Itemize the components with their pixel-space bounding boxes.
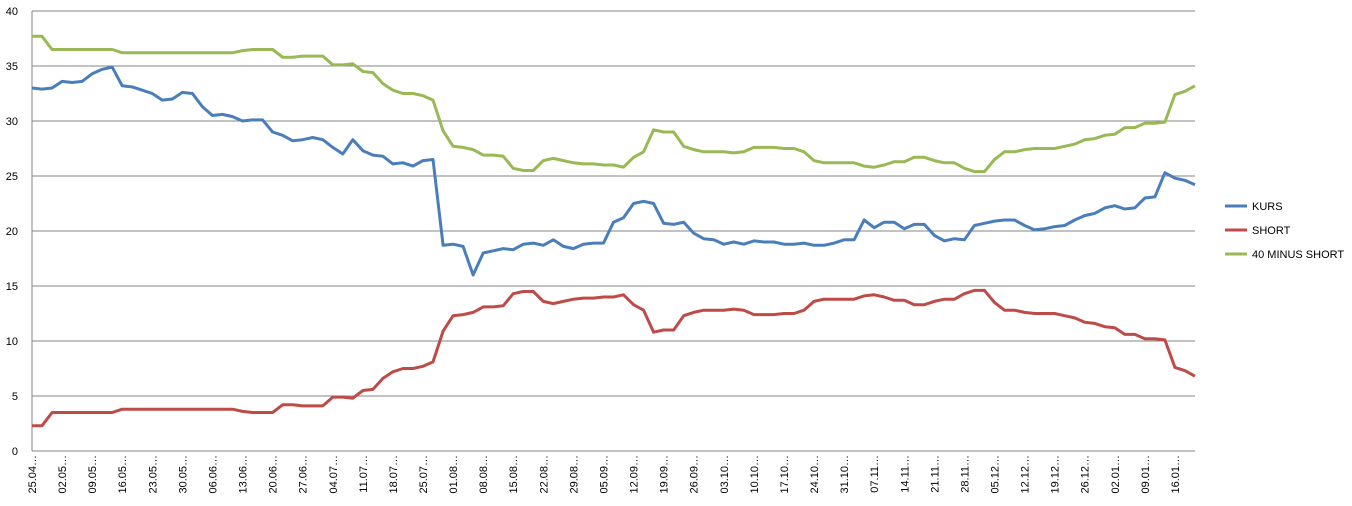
y-tick-label: 10 <box>6 336 18 348</box>
x-tick-label: 19.09… <box>659 455 671 494</box>
y-tick-label: 5 <box>12 391 18 403</box>
x-tick-label: 30.05… <box>177 455 189 494</box>
x-tick-label: 28.11… <box>959 455 971 493</box>
x-tick-label: 27.06… <box>298 455 310 494</box>
y-tick-label: 35 <box>6 61 18 73</box>
x-tick-label: 13.06… <box>238 455 250 494</box>
x-tick-label: 31.10… <box>839 455 851 494</box>
x-tick-label: 02.01… <box>1110 455 1122 494</box>
x-tick-label: 15.08… <box>508 455 520 494</box>
x-tick-label: 03.10… <box>719 455 731 494</box>
series-line <box>32 288 1196 428</box>
series-line <box>32 34 1196 174</box>
x-tick-label: 07.11… <box>869 455 881 493</box>
y-tick-label: 20 <box>6 226 18 238</box>
legend-label: 40 MINUS SHORT <box>1252 249 1344 261</box>
x-tick-label: 19.12… <box>1050 455 1062 494</box>
x-tick-label: 01.08… <box>448 455 460 494</box>
x-tick-label: 25.04… <box>27 455 39 494</box>
x-tick-label: 12.12… <box>1020 455 1032 494</box>
y-tick-label: 15 <box>6 281 18 293</box>
x-tick-label: 26.12… <box>1080 455 1092 494</box>
x-tick-label: 23.05… <box>147 455 159 494</box>
x-tick-label: 09.05… <box>87 455 99 494</box>
series-line <box>31 65 1196 277</box>
x-tick-label: 10.10… <box>749 455 761 494</box>
x-tick-label: 21.11… <box>929 455 941 493</box>
x-tick-label: 08.08… <box>478 455 490 494</box>
x-tick-label: 22.08… <box>538 455 550 494</box>
y-tick-label: 0 <box>12 446 18 458</box>
x-tick-label: 29.08… <box>568 455 580 494</box>
x-tick-label: 14.11… <box>899 455 911 493</box>
y-tick-label: 30 <box>6 116 18 128</box>
x-tick-label: 16.05… <box>117 455 129 494</box>
y-tick-label: 25 <box>6 171 18 183</box>
x-tick-label: 04.07… <box>328 455 340 494</box>
y-tick-label: 40 <box>6 6 18 18</box>
x-tick-label: 09.01… <box>1140 455 1152 494</box>
x-tick-label: 25.07… <box>418 455 430 494</box>
x-tick-label: 18.07… <box>388 455 400 494</box>
x-tick-label: 02.05… <box>57 455 69 494</box>
x-tick-label: 12.09… <box>629 455 641 494</box>
x-tick-label: 11.07… <box>358 455 370 493</box>
legend-label: KURS <box>1252 201 1283 213</box>
x-tick-label: 26.09… <box>689 455 701 494</box>
x-tick-label: 16.01… <box>1170 455 1182 494</box>
x-tick-label: 17.10… <box>779 455 791 494</box>
x-tick-label: 05.09… <box>598 455 610 494</box>
x-tick-label: 05.12… <box>989 455 1001 494</box>
x-tick-label: 06.06… <box>207 455 219 494</box>
x-tick-label: 20.06… <box>268 455 280 494</box>
x-tick-label: 24.10… <box>809 455 821 494</box>
legend-label: SHORT <box>1252 225 1291 237</box>
